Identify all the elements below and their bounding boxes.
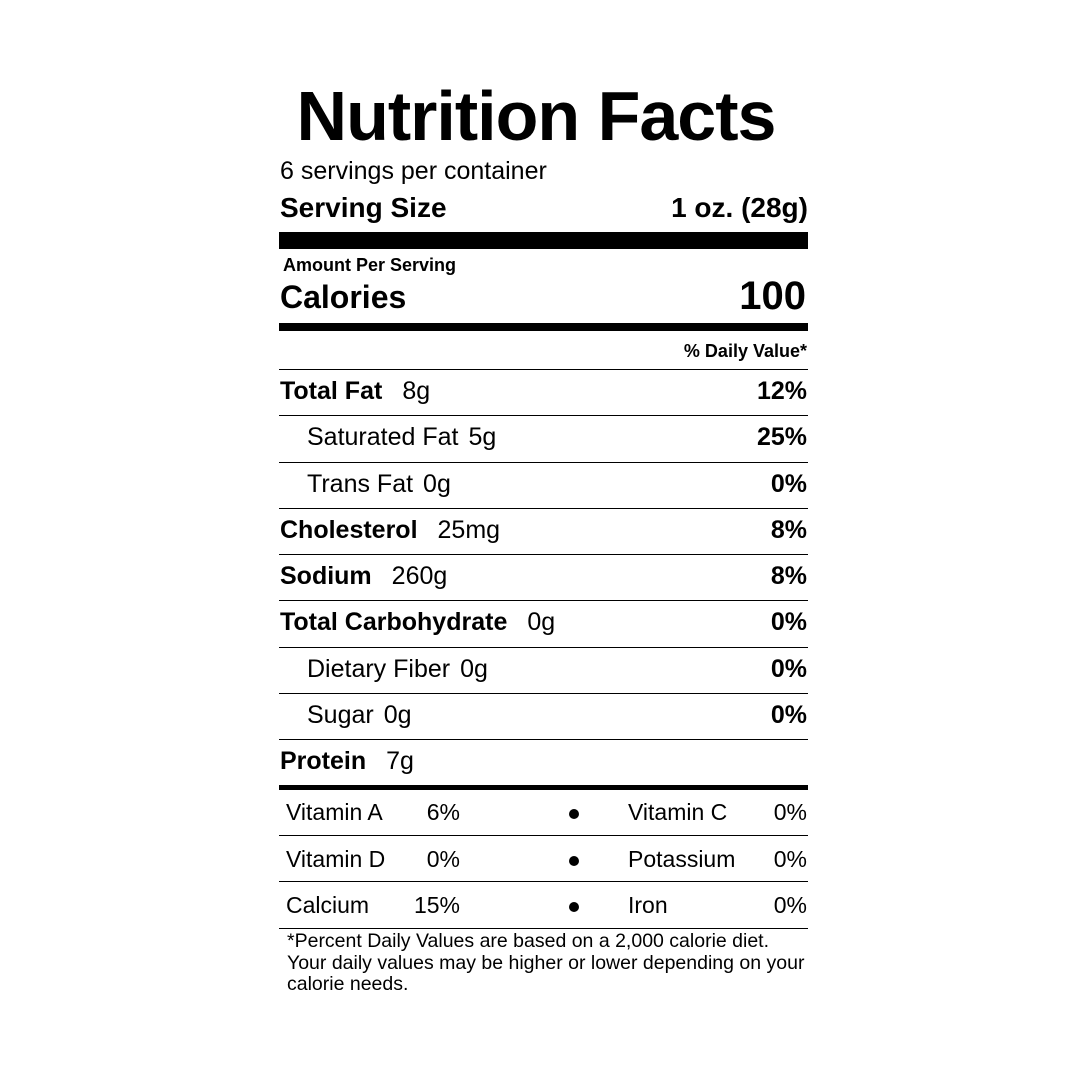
daily-value: 0% xyxy=(770,654,807,683)
serving-size-value: 1 oz. (28g) xyxy=(671,192,808,223)
nutrient-row: Saturated Fat 5g xyxy=(307,423,496,452)
vitamin-name: Vitamin A xyxy=(286,799,383,826)
rule xyxy=(279,507,808,509)
nutrient-row: Trans Fat 0g xyxy=(307,470,451,499)
thick-rule xyxy=(279,785,808,791)
rule xyxy=(279,881,808,883)
nutrient-amount: 260g xyxy=(391,562,448,590)
vitamin-name: Vitamin D xyxy=(286,845,386,872)
nutrient-name: Sugar xyxy=(307,700,374,729)
nutrient-row: Total Carbohydrate 0g xyxy=(280,608,555,637)
vitamin-value: 15% xyxy=(413,892,460,919)
vitamin-value: 6% xyxy=(426,799,460,826)
nutrient-amount: 5g xyxy=(468,423,497,452)
rule xyxy=(279,646,808,648)
nutrient-row: Sugar 0g xyxy=(307,701,412,730)
calories-value: 100 xyxy=(739,274,806,318)
nutrient-amount: 8g xyxy=(402,377,431,405)
bullet xyxy=(569,809,579,820)
daily-value: 25% xyxy=(756,423,807,452)
vitamin-name: Calcium xyxy=(286,892,370,919)
nutrient-row: Total Fat 8g xyxy=(280,377,430,406)
daily-value-header: % Daily Value* xyxy=(683,341,807,361)
bullet xyxy=(569,902,579,913)
serving-size-label: Serving Size xyxy=(280,192,447,223)
nutrient-row: Cholesterol 25mg xyxy=(280,516,500,545)
vitamin-name: Potassium xyxy=(628,845,736,872)
rule xyxy=(279,461,808,463)
rule xyxy=(279,600,808,602)
title: Nutrition Facts xyxy=(296,77,777,155)
nutrient-amount: 0g xyxy=(527,608,556,637)
nutrient-amount: 0g xyxy=(383,700,412,729)
vitamin-value: 0% xyxy=(773,799,807,826)
daily-value: 0% xyxy=(770,469,807,498)
servings: 6 servings per container xyxy=(280,157,547,185)
rule xyxy=(279,692,808,694)
nutrient-row: Dietary Fiber 0g xyxy=(307,655,488,684)
daily-value: 0% xyxy=(770,608,807,637)
vitamin-name: Vitamin C xyxy=(628,799,728,826)
daily-value: 0% xyxy=(770,700,807,729)
bullet xyxy=(569,855,579,866)
nutrient-name: Total Carbohydrate xyxy=(280,608,508,637)
vitamin-name: Iron xyxy=(628,892,668,919)
nutrient-amount: 0g xyxy=(423,469,451,498)
nutrient-amount: 0g xyxy=(460,654,488,683)
amount-per-serving: Amount Per Serving xyxy=(283,255,457,275)
medium-rule xyxy=(279,323,808,331)
daily-value: 8% xyxy=(770,515,807,544)
nutrient-name: Protein xyxy=(280,747,367,775)
thick-rule xyxy=(279,232,808,249)
nutrient-name: Dietary Fiber xyxy=(307,654,451,683)
footnote: *Percent Daily Values are based on a 2,0… xyxy=(287,930,805,995)
nutrient-name: Sodium xyxy=(280,562,372,590)
rule xyxy=(279,415,808,417)
rule xyxy=(279,927,808,929)
daily-value: 8% xyxy=(770,562,807,590)
nutrient-name: Saturated Fat xyxy=(307,423,459,452)
vitamin-value: 0% xyxy=(773,845,807,872)
rule xyxy=(279,554,808,555)
nutrient-amount: 25mg xyxy=(437,515,501,544)
rule xyxy=(279,739,808,740)
nutrient-name: Trans Fat xyxy=(307,469,414,498)
vitamin-value: 0% xyxy=(426,845,460,872)
daily-value: 12% xyxy=(756,377,807,405)
nutrient-row: Sodium 260g xyxy=(280,562,447,591)
vitamin-value: 0% xyxy=(773,892,807,919)
rule xyxy=(279,834,808,836)
rule xyxy=(279,369,808,370)
nutrient-name: Cholesterol xyxy=(280,515,418,544)
nutrient-name: Total Fat xyxy=(280,377,383,405)
nutrient-row: Protein 7g xyxy=(280,747,414,776)
nutrient-amount: 7g xyxy=(386,747,414,775)
calories-label: Calories xyxy=(280,279,407,315)
